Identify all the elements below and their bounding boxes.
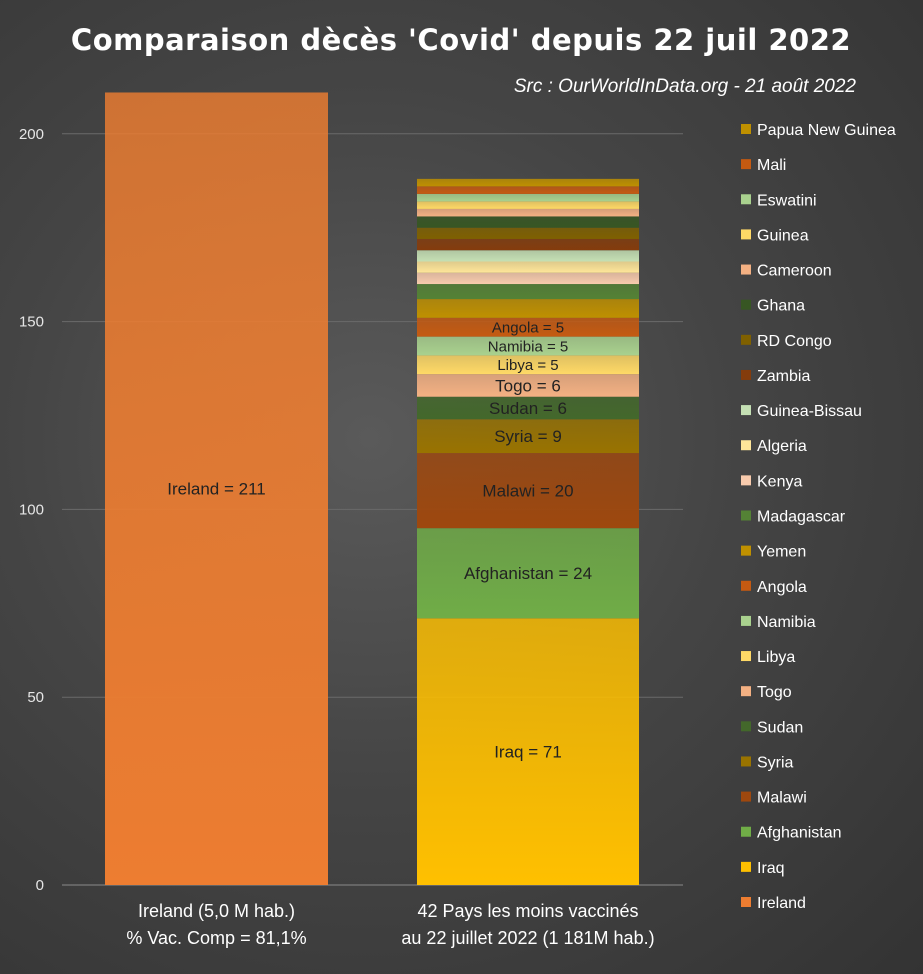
y-tick-label: 200 — [19, 126, 44, 143]
legend-label-mali: Mali — [757, 157, 786, 174]
legend-label-ireland: Ireland — [757, 895, 806, 912]
legend-swatch-ireland — [741, 897, 751, 907]
legend-label-namibia: Namibia — [757, 614, 816, 631]
bar-segment-kenya — [417, 272, 639, 285]
y-tick-label: 150 — [19, 314, 44, 331]
legend-swatch-libya — [741, 651, 751, 662]
legend-swatch-togo — [741, 686, 751, 697]
legend-label-yemen: Yemen — [757, 544, 806, 561]
chart-subtitle: Src : OurWorldInData.org - 21 août 2022 — [514, 76, 857, 97]
legend-swatch-iraq — [741, 861, 751, 872]
legend-swatch-syria — [741, 756, 751, 767]
legend-swatch-angola — [741, 580, 751, 591]
data-label-iraq: Iraq = 71 — [494, 743, 562, 762]
data-label-namibia: Namibia = 5 — [488, 338, 568, 355]
legend-swatch-zambia — [741, 369, 751, 380]
legend-swatch-ghana — [741, 299, 751, 310]
legend-swatch-rd-congo — [741, 334, 751, 345]
bar-segment-ghana — [417, 216, 639, 228]
bar-segment-mali — [417, 186, 639, 194]
bar-segment-madagascar — [417, 284, 639, 300]
legend-label-libya: Libya — [757, 649, 795, 666]
legend-swatch-cameroon — [741, 264, 751, 275]
bar-segment-ireland — [105, 92, 328, 885]
legend-swatch-eswatini — [741, 194, 751, 205]
x-category-label: 42 Pays les moins vaccinés — [417, 901, 638, 921]
legend-swatch-sudan — [741, 721, 751, 732]
legend-label-madagascar: Madagascar — [757, 509, 846, 526]
legend-label-syria: Syria — [757, 754, 794, 771]
y-tick-label: 0 — [36, 877, 44, 894]
legend-label-cameroon: Cameroon — [757, 263, 832, 280]
legend-swatch-madagascar — [741, 510, 751, 521]
bar-segment-angola — [417, 317, 639, 337]
legend-label-ghana: Ghana — [757, 298, 805, 315]
bar-segment-rd-congo — [417, 227, 639, 239]
y-tick-label: 100 — [19, 501, 44, 518]
data-label-angola: Angola = 5 — [492, 319, 564, 336]
legend-label-sudan: Sudan — [757, 719, 803, 736]
data-label-ireland: Ireland = 211 — [167, 480, 265, 499]
data-label-togo: Togo = 6 — [495, 376, 561, 395]
legend-label-eswatini: Eswatini — [757, 192, 817, 209]
data-label-malawi: Malawi = 20 — [482, 482, 573, 501]
data-label-afghanistan: Afghanistan = 24 — [464, 564, 592, 583]
bar-segment-libya — [417, 355, 639, 375]
legend-label-malawi: Malawi — [757, 790, 807, 807]
bar-segment-afghanistan — [417, 528, 639, 619]
legend-swatch-yemen — [741, 545, 751, 556]
legend-label-togo: Togo — [757, 684, 792, 701]
legend-label-guinea-bissau: Guinea-Bissau — [757, 403, 862, 420]
legend-swatch-malawi — [741, 791, 751, 802]
legend-swatch-namibia — [741, 615, 751, 626]
bar-segment-guinea-bissau — [417, 250, 639, 262]
x-axis: Ireland (5,0 M hab.) % Vac. Comp = 81,1% 4… — [126, 901, 654, 948]
bar-segment-yemen — [417, 299, 639, 318]
legend-swatch-afghanistan — [741, 826, 751, 837]
x-category-label: % Vac. Comp = 81,1% — [126, 928, 306, 948]
legend-label-angola: Angola — [757, 579, 807, 596]
legend-swatch-mali — [741, 159, 751, 170]
y-tick-label: 50 — [27, 689, 44, 706]
legend-label-zambia: Zambia — [757, 368, 810, 385]
bars — [105, 92, 639, 885]
bar-segment-eswatini — [417, 193, 639, 202]
bar-segment-papua-new-guinea — [417, 178, 639, 187]
bar-segment-togo — [417, 374, 639, 397]
legend-label-guinea: Guinea — [757, 227, 809, 244]
legend-label-papua-new-guinea: Papua New Guinea — [757, 122, 896, 139]
data-label-syria: Syria = 9 — [494, 427, 562, 446]
segment-labels: Ireland = 211 Iraq = 71 Afghanistan = 24 Ma… — [167, 319, 592, 761]
legend-label-kenya: Kenya — [757, 473, 802, 490]
chart-title: Comparaison dècès 'Covid' depuis 22 juil… — [71, 23, 851, 57]
legend-swatch-guinea-bissau — [741, 405, 751, 416]
legend-label-iraq: Iraq — [757, 860, 785, 877]
legend-swatch-kenya — [741, 475, 751, 486]
data-label-libya: Libya = 5 — [497, 357, 558, 374]
bar-segment-zambia — [417, 238, 639, 251]
bar-segment-guinea — [417, 201, 639, 209]
bar-segment-syria — [417, 419, 639, 454]
legend-label-rd-congo: RD Congo — [757, 333, 832, 350]
bar-segment-iraq — [417, 618, 639, 885]
bar-segment-namibia — [417, 336, 639, 356]
legend-label-algeria: Algeria — [757, 438, 807, 455]
x-category-label: Ireland (5,0 M hab.) — [138, 901, 295, 921]
legend-swatch-papua-new-guinea — [741, 124, 751, 134]
legend: Papua New Guinea Mali Eswatini Guinea Camero… — [741, 122, 896, 912]
legend-swatch-algeria — [741, 440, 751, 451]
bar-segment-algeria — [417, 261, 639, 273]
legend-label-afghanistan: Afghanistan — [757, 825, 842, 842]
legend-swatch-guinea — [741, 229, 751, 240]
bar-segment-sudan — [417, 396, 639, 420]
bar-segment-malawi — [417, 453, 639, 529]
bar-segment-cameroon — [417, 208, 639, 217]
data-label-sudan: Sudan = 6 — [489, 399, 567, 418]
x-category-label: au 22 juillet 2022 (1 181M hab.) — [401, 928, 654, 948]
